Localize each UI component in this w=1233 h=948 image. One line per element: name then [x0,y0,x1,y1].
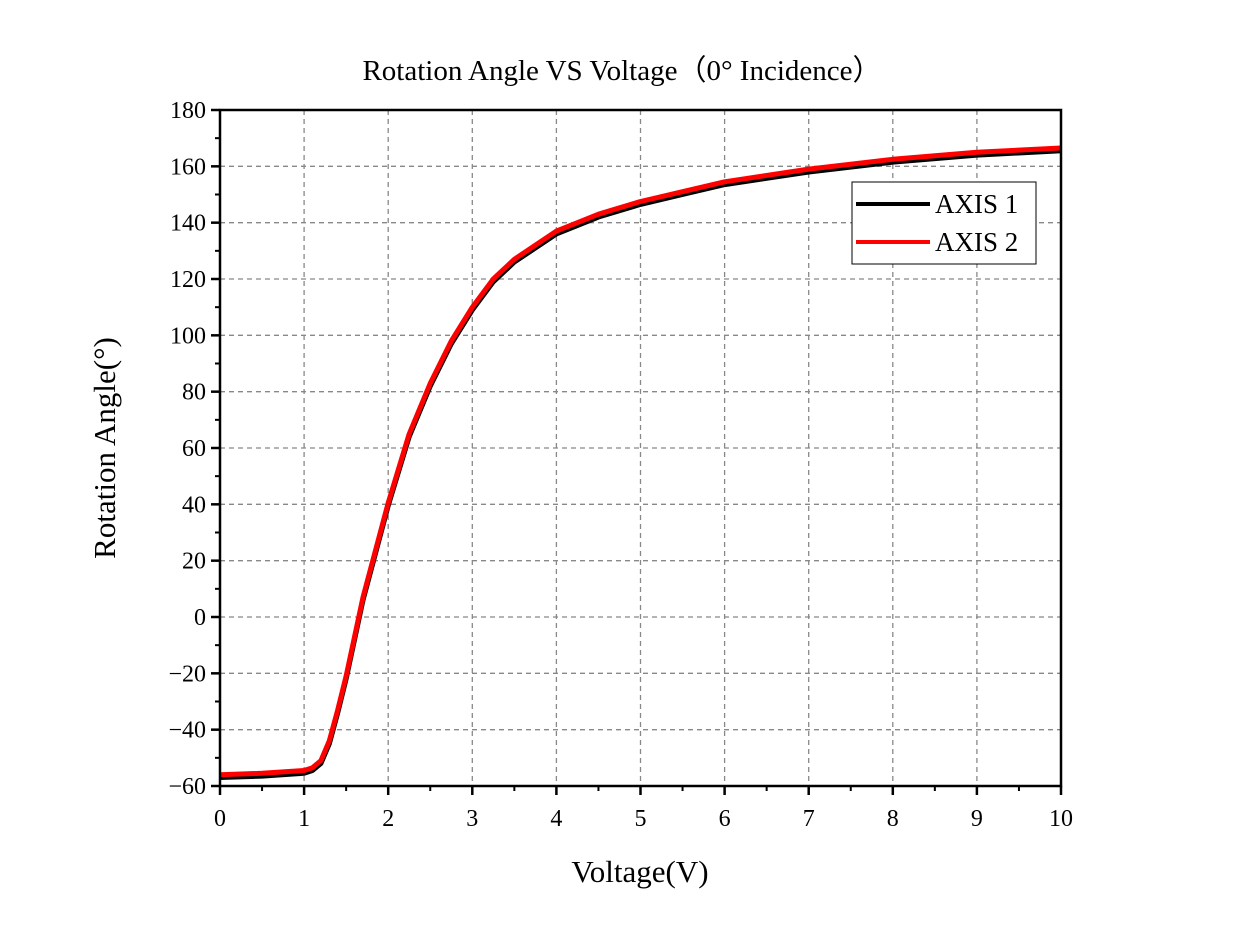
y-tick-label: 100 [170,323,206,349]
y-tick-label: 0 [194,605,206,631]
legend-label-axis-1: AXIS 1 [935,189,1018,219]
y-tick-label: 160 [170,154,206,180]
y-tick-label: −40 [168,718,206,744]
chart-title: Rotation Angle VS Voltage（0° Incidence） [362,55,881,87]
y-tick-label: 20 [182,549,206,575]
x-tick-label: 8 [887,806,899,832]
legend-box [851,181,1037,265]
y-axis-label: Rotation Angle(°) [87,337,122,559]
y-tick-label: 60 [182,436,206,462]
y-tick-label: 120 [170,267,206,293]
x-tick-label: 9 [971,806,983,832]
x-tick-label: 1 [298,806,310,832]
x-tick-label: 10 [1049,806,1073,832]
x-tick-label: 3 [466,806,478,832]
series-line-axis-2 [219,145,1062,778]
x-tick-label: 7 [803,806,815,832]
x-tick-label: 0 [214,806,226,832]
x-tick-label: 5 [635,806,647,832]
series-lines [219,145,1062,780]
y-tick-label: 40 [182,492,206,518]
y-tick-label: 140 [170,211,206,237]
ticks: 0 1 2 3 4 5 6 7 8 9 10 −60 −40 −20 0 20 40 60 80 100 120 140 1… [168,98,1073,832]
legend: AXIS 1 AXIS 2 [851,181,1037,265]
x-tick-label: 2 [382,806,394,832]
y-tick-label: 80 [182,380,206,406]
y-tick-label: −60 [168,774,206,800]
x-tick-label: 6 [719,806,731,832]
legend-label-axis-2: AXIS 2 [935,227,1018,257]
y-tick-label: 180 [170,98,206,124]
x-axis-label: Voltage(V) [571,854,708,889]
x-tick-label: 4 [550,806,562,832]
y-tick-label: −20 [168,661,206,687]
